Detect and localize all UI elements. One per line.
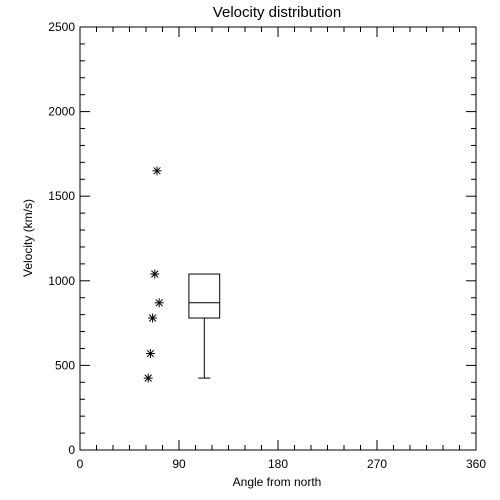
y-tick-label: 500 bbox=[55, 358, 75, 372]
data-point-asterisk bbox=[148, 313, 158, 323]
box-plot bbox=[188, 273, 221, 379]
x-tick-label: 270 bbox=[367, 457, 387, 471]
data-point-asterisk bbox=[145, 349, 155, 359]
data-point-asterisk bbox=[143, 373, 153, 383]
y-tick-label: 1500 bbox=[48, 189, 75, 203]
y-axis-label: Velocity (km/s) bbox=[21, 199, 35, 277]
x-tick-label: 90 bbox=[172, 457, 186, 471]
box-iqr bbox=[188, 273, 221, 319]
y-tick-label: 0 bbox=[68, 443, 75, 457]
y-tick-label: 1000 bbox=[48, 274, 75, 288]
axis-ticks: 0 90 180 270 360 0 500 1000 1500 2000 2500 bbox=[48, 20, 486, 471]
y-tick-label: 2000 bbox=[48, 105, 75, 119]
data-point-asterisk bbox=[152, 166, 162, 176]
x-axis-label: Angle from north bbox=[233, 475, 322, 489]
x-tick-label: 180 bbox=[268, 457, 288, 471]
data-point-asterisk bbox=[154, 298, 164, 308]
data-points bbox=[143, 166, 164, 383]
x-tick-label: 360 bbox=[466, 457, 486, 471]
plot-frame bbox=[79, 26, 477, 451]
chart-title: Velocity distribution bbox=[213, 4, 341, 21]
data-point-asterisk bbox=[150, 269, 160, 279]
x-tick-label: 0 bbox=[77, 457, 84, 471]
y-tick-label: 2500 bbox=[48, 20, 75, 34]
